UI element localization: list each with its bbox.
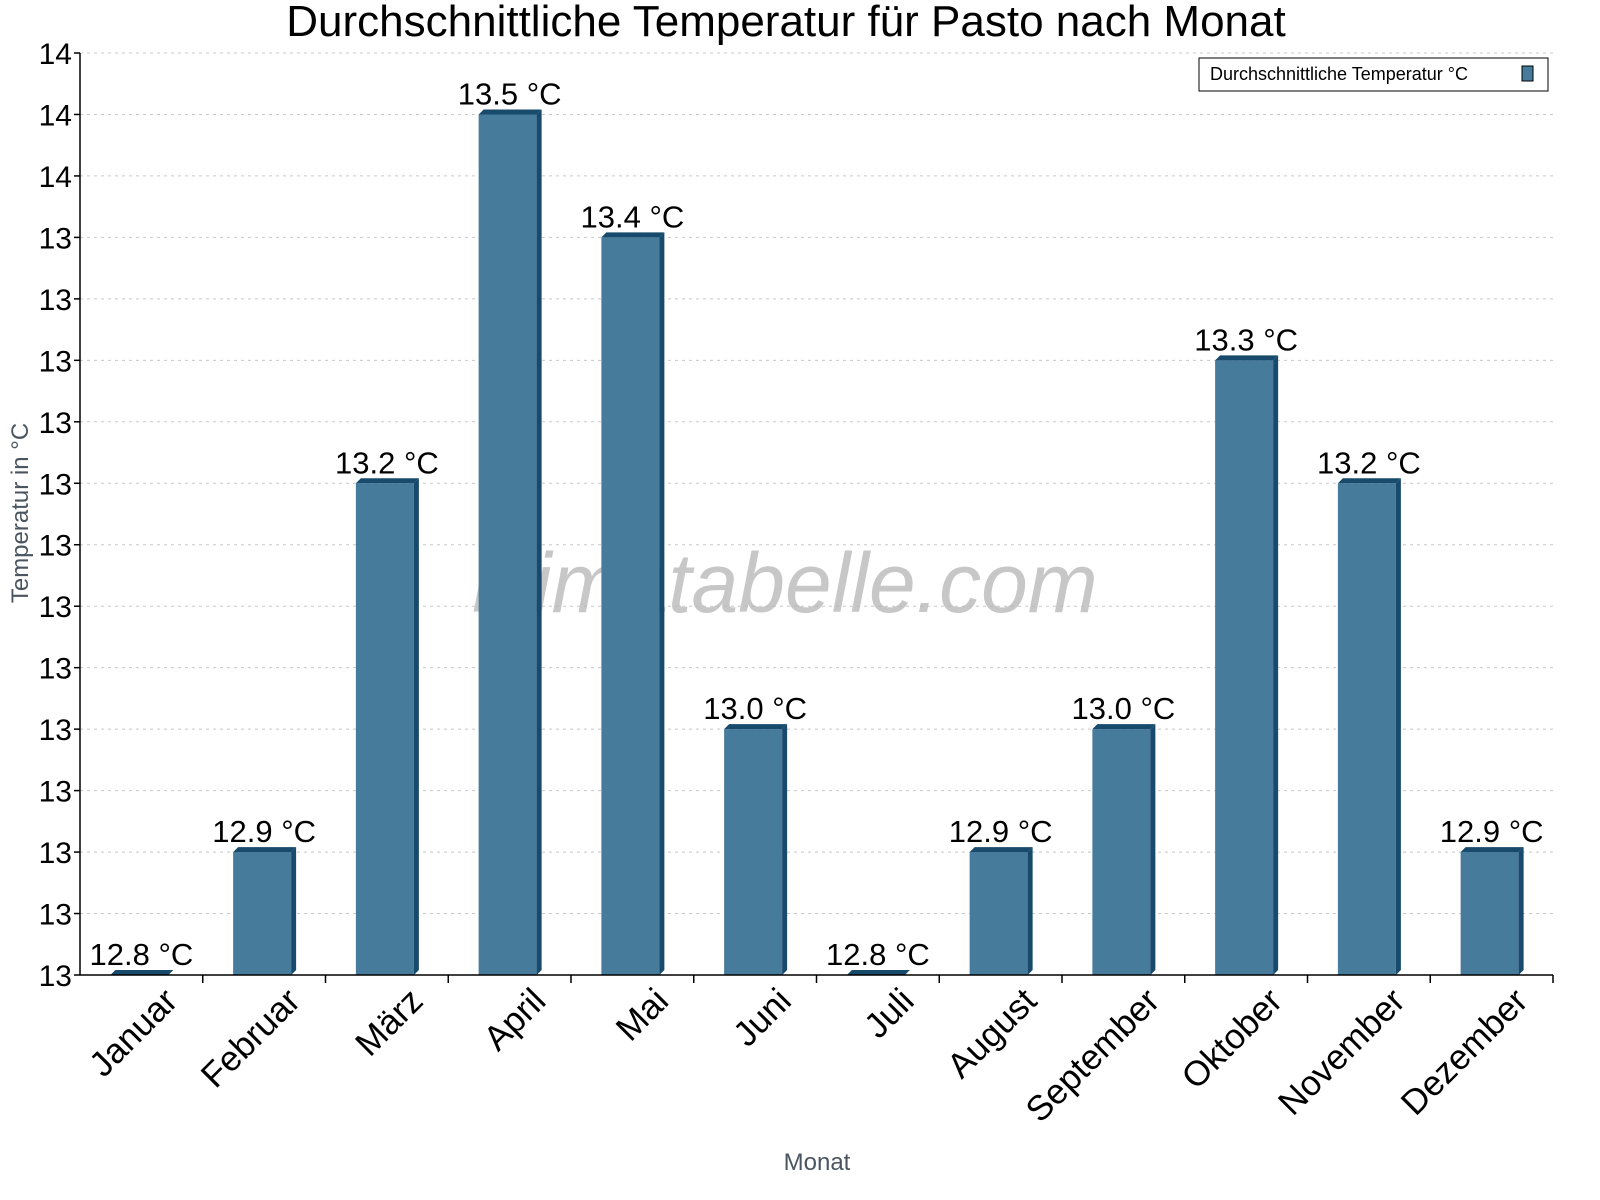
bar-juni xyxy=(724,724,788,975)
value-label: 12.8 °C xyxy=(826,937,930,972)
bar-oktober xyxy=(1215,355,1279,975)
y-tick-label: 13 xyxy=(39,407,72,440)
x-axis-ticks: Januar Februar März April Mai Juni Juli AugustS… xyxy=(82,975,1554,1130)
y-tick-label: 13 xyxy=(39,468,72,501)
y-tick-label: 13 xyxy=(39,591,72,624)
y-tick-label: 13 xyxy=(39,899,72,932)
bar-januar xyxy=(110,970,174,975)
value-label: 13.4 °C xyxy=(581,199,685,234)
y-tick-label: 13 xyxy=(39,960,72,993)
value-label: 13.0 °C xyxy=(1072,691,1176,726)
bar-september xyxy=(1092,724,1156,975)
y-tick-label: 13 xyxy=(39,714,72,747)
legend-box xyxy=(1198,57,1549,92)
x-tick-label: März xyxy=(348,981,431,1064)
x-tick-label: September xyxy=(1018,981,1167,1130)
y-tick-label: 13 xyxy=(39,653,72,686)
value-label: 12.9 °C xyxy=(1440,814,1544,849)
y-tick-label: 13 xyxy=(39,837,72,870)
bar-februar xyxy=(233,847,297,975)
bar-märz xyxy=(355,478,419,975)
x-tick-label: Januar xyxy=(82,981,185,1084)
x-tick-label: Mai xyxy=(609,981,676,1048)
y-tick-label: 13 xyxy=(39,345,72,378)
value-label: 13.3 °C xyxy=(1194,322,1298,357)
y-axis-title: Temperatur in °C xyxy=(7,423,34,603)
legend-swatch xyxy=(1521,65,1534,82)
x-tick-label: April xyxy=(476,981,553,1058)
legend-label: Durchschnittliche Temperatur °C xyxy=(1210,64,1468,84)
y-tick-label: 14 xyxy=(39,161,72,194)
x-tick-label: Oktober xyxy=(1174,981,1290,1097)
value-label: 13.2 °C xyxy=(335,445,439,480)
bar-juli xyxy=(846,970,910,975)
x-tick-label: August xyxy=(940,981,1045,1086)
bar-mai xyxy=(601,232,665,975)
y-tick-label: 13 xyxy=(39,284,72,317)
y-tick-label: 14 xyxy=(39,99,72,132)
value-label: 13.0 °C xyxy=(703,691,807,726)
value-label: 12.9 °C xyxy=(212,814,316,849)
y-axis-ticks: 13 13 13 13 13 13 13 13 13 13 13 13 13 14 14 14 xyxy=(39,38,80,993)
bars: 12.8 °C 12.9 °C 13.2 °C 13.5 °C 13.4 °C 13.0 … xyxy=(90,76,1544,975)
x-tick-label: November xyxy=(1271,981,1413,1123)
x-tick-label: Juli xyxy=(857,981,922,1046)
bar-november xyxy=(1337,478,1401,975)
value-label: 12.9 °C xyxy=(949,814,1053,849)
gridlines xyxy=(80,52,1553,915)
x-axis-title: Monat xyxy=(784,1149,851,1176)
watermark: klimatabelle.com xyxy=(472,536,1098,630)
y-tick-label: 13 xyxy=(39,776,72,809)
bar-august xyxy=(969,847,1033,975)
y-tick-label: 14 xyxy=(39,38,72,71)
x-tick-label: Juni xyxy=(726,981,799,1054)
value-label: 12.8 °C xyxy=(90,937,194,972)
value-label: 13.5 °C xyxy=(458,76,562,111)
value-label: 13.2 °C xyxy=(1317,445,1421,480)
x-tick-label: Dezember xyxy=(1394,981,1536,1123)
y-tick-label: 13 xyxy=(39,530,72,563)
bar-april xyxy=(478,109,542,975)
legend: Durchschnittliche Temperatur °C xyxy=(1198,57,1549,92)
x-tick-label: Februar xyxy=(194,981,308,1095)
chart-title: Durchschnittliche Temperatur für Pasto n… xyxy=(286,0,1285,46)
y-tick-label: 13 xyxy=(39,222,72,255)
bar-dezember xyxy=(1460,847,1524,975)
